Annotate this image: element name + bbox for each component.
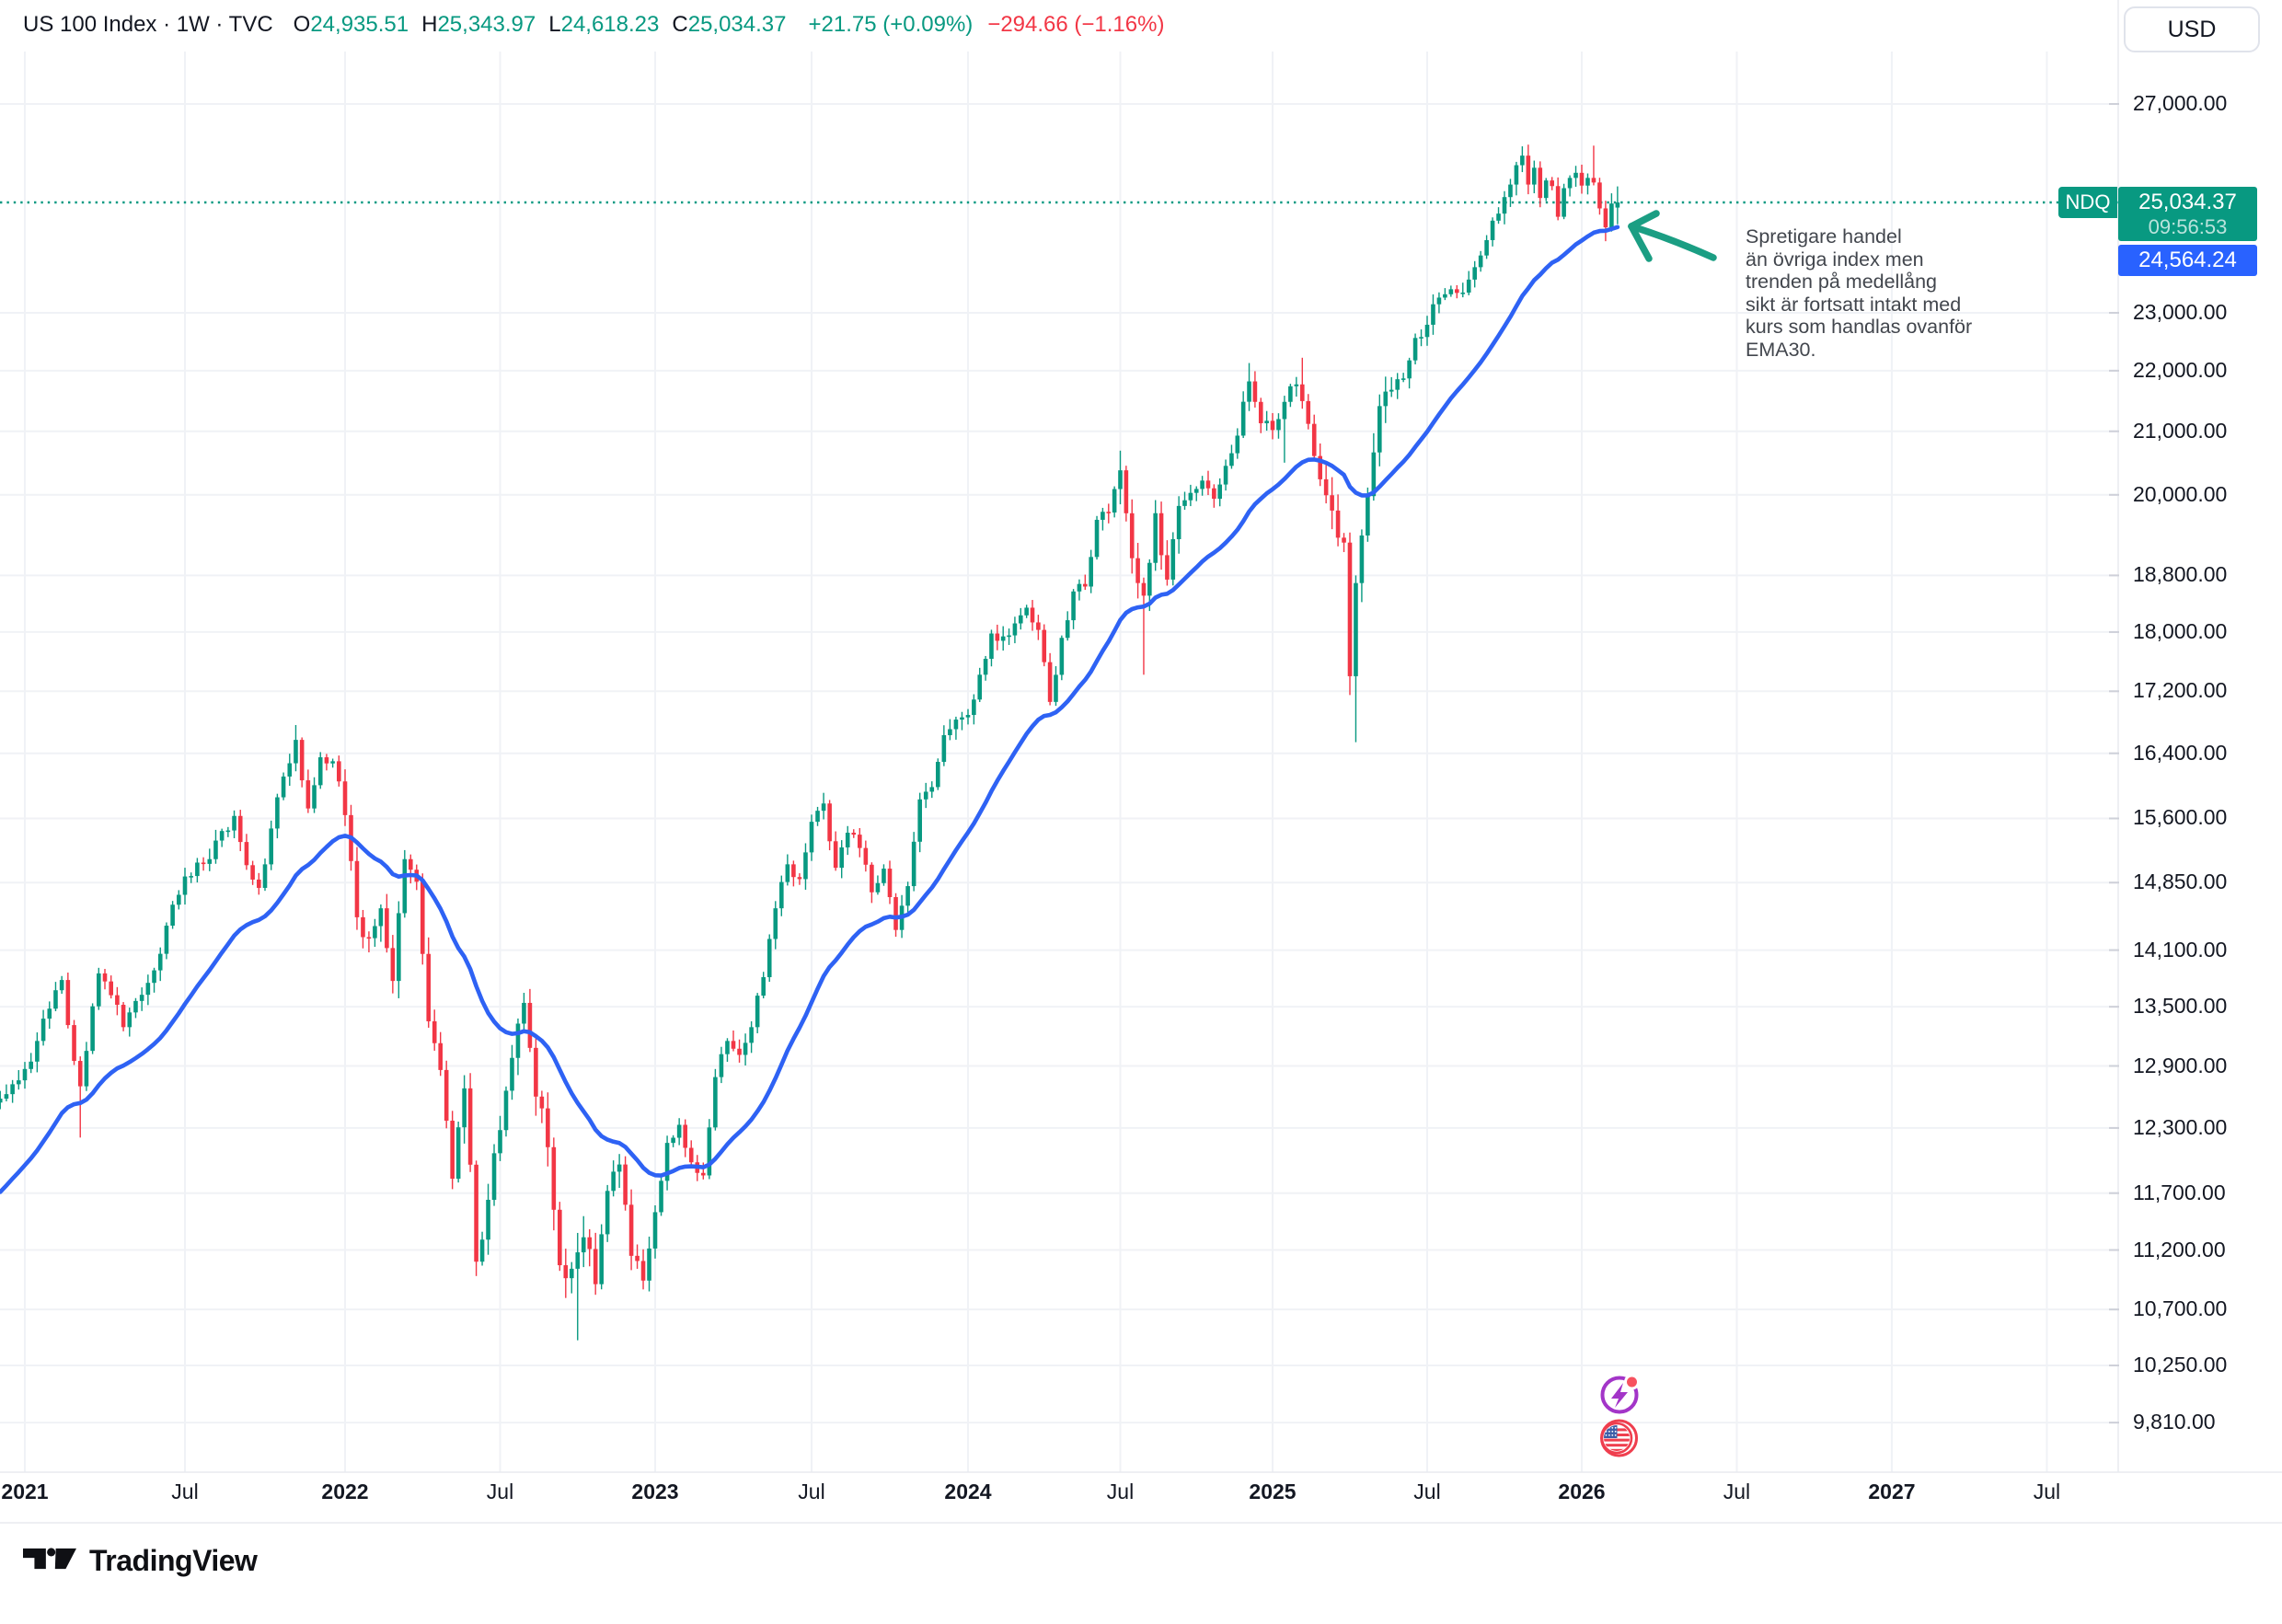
time-axis-year-label: 2026 xyxy=(1558,1480,1606,1503)
price-axis-label: 18,000.00 xyxy=(2133,618,2228,643)
price-axis-label: 21,000.00 xyxy=(2133,418,2228,443)
high-label: H xyxy=(421,12,438,37)
price-axis-label: 16,400.00 xyxy=(2133,740,2228,765)
price-axis-label: 22,000.00 xyxy=(2133,357,2228,382)
time-axis-year-label: 2023 xyxy=(631,1480,679,1503)
time-axis-month-label: Jul xyxy=(171,1480,199,1503)
symbol-header: US 100 Index · 1W · TVC O24,935.51 H25,3… xyxy=(23,11,1164,39)
tradingview-brand[interactable]: TradingView xyxy=(89,1544,258,1577)
time-axis-month-label: Jul xyxy=(486,1480,514,1503)
time-axis-month-label: Jul xyxy=(798,1480,825,1503)
ema30-line xyxy=(0,225,1620,1194)
tradingview-logo-icon[interactable] xyxy=(23,1544,76,1578)
time-axis-month-label: Jul xyxy=(2033,1480,2061,1503)
last-price-value: 25,034.37 xyxy=(2138,189,2237,214)
price-axis-label: 10,700.00 xyxy=(2133,1296,2228,1321)
annotation-text: Spretigare handel än övriga index men tr… xyxy=(1746,225,1973,361)
time-axis-month-label: Jul xyxy=(1106,1480,1135,1503)
time-axis-year-label: 2027 xyxy=(1868,1480,1916,1503)
time-axis-month-label: Jul xyxy=(1413,1480,1441,1503)
time-axis[interactable]: 2021 Jul 2022 Jul 2023 Jul 2024 Jul 2025 Jul 2026 J… xyxy=(0,1472,2282,1523)
price-axis[interactable]: 27,000.00 23,000.00 22,000.00 21,000.00 20,0… xyxy=(2118,0,2282,1472)
candles-series xyxy=(0,144,1620,1341)
price-axis-label: 14,850.00 xyxy=(2133,870,2228,894)
close-value: 25,034.37 xyxy=(687,12,787,37)
low-value: 24,618.23 xyxy=(560,12,660,37)
gridlines xyxy=(0,0,2282,1524)
low-label: L xyxy=(548,12,561,37)
price-axis-label: 20,000.00 xyxy=(2133,481,2228,506)
price-axis-label: 11,200.00 xyxy=(2133,1237,2226,1261)
drawdown-value: −294.66 (−1.16%) xyxy=(987,12,1165,37)
time-axis-year-label: 2024 xyxy=(944,1480,992,1503)
event-icon-us-flag[interactable] xyxy=(1600,1419,1638,1457)
ema-value-badge[interactable]: 24,564.24 xyxy=(2118,244,2257,276)
bar-countdown: 09:56:53 xyxy=(2148,214,2228,238)
price-axis-label: 14,100.00 xyxy=(2133,937,2228,962)
currency-toggle-button[interactable]: USD xyxy=(2124,6,2260,52)
price-axis-label: 9,810.00 xyxy=(2133,1410,2216,1434)
price-axis-label: 13,500.00 xyxy=(2133,994,2228,1019)
time-axis-year-label: 2022 xyxy=(321,1480,369,1503)
price-axis-label: 10,250.00 xyxy=(2133,1352,2228,1376)
time-axis-month-label: Jul xyxy=(1723,1480,1751,1503)
price-axis-label: 27,000.00 xyxy=(2133,91,2228,115)
symbol-title[interactable]: US 100 Index · 1W · TVC xyxy=(23,12,273,37)
open-value: 24,935.51 xyxy=(310,12,409,37)
price-axis-label: 18,800.00 xyxy=(2133,562,2228,587)
price-axis-label: 12,900.00 xyxy=(2133,1053,2228,1077)
footer: TradingView xyxy=(23,1544,258,1578)
time-axis-year-label: 2021 xyxy=(1,1480,49,1503)
price-axis-label: 17,200.00 xyxy=(2133,678,2228,703)
symbol-badge[interactable]: NDQ xyxy=(2058,186,2117,218)
last-price-badge[interactable]: 25,034.37 09:56:53 xyxy=(2118,186,2257,241)
open-label: O xyxy=(293,12,311,37)
price-axis-label: 15,600.00 xyxy=(2133,805,2228,830)
high-value: 25,343.97 xyxy=(437,12,536,37)
event-icon-economic[interactable] xyxy=(1600,1374,1640,1414)
price-axis-label: 11,700.00 xyxy=(2133,1180,2226,1204)
price-axis-label: 12,300.00 xyxy=(2133,1114,2228,1139)
price-axis-label: 23,000.00 xyxy=(2133,299,2228,324)
change-value: +21.75 (+0.09%) xyxy=(808,12,974,37)
close-label: C xyxy=(672,12,688,37)
annotation-arrow[interactable] xyxy=(1628,210,1717,262)
time-axis-year-label: 2025 xyxy=(1249,1480,1297,1503)
